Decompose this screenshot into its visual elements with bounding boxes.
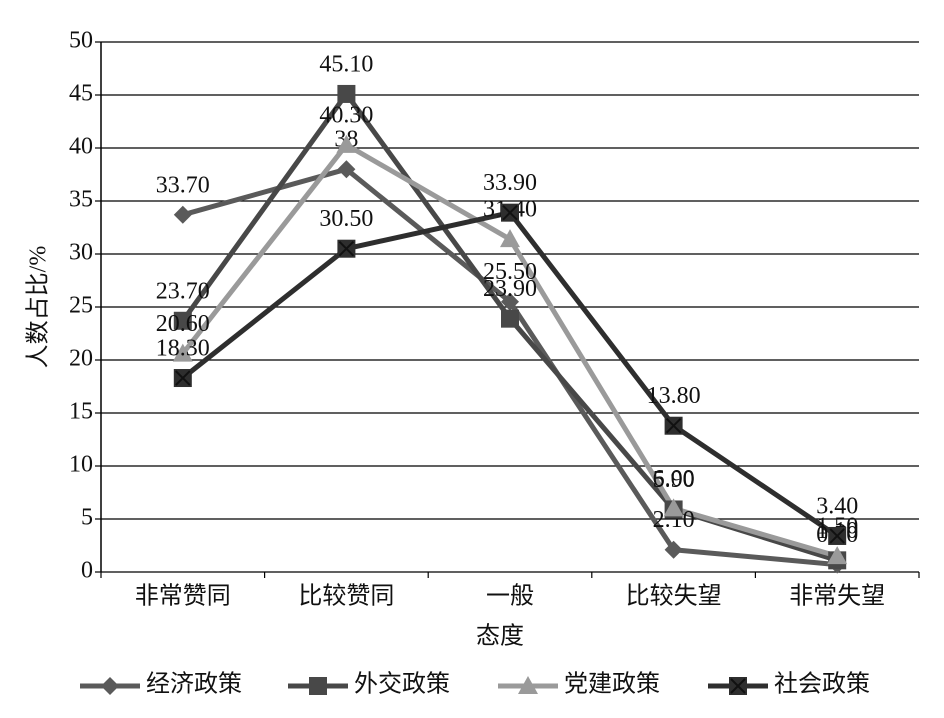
y-tick-label: 5 bbox=[81, 505, 93, 531]
marker bbox=[501, 292, 519, 311]
marker bbox=[664, 540, 683, 559]
marker bbox=[173, 205, 192, 224]
marker bbox=[501, 309, 519, 328]
data-label: 3.40 bbox=[816, 493, 858, 519]
data-label: 20.60 bbox=[156, 311, 210, 337]
data-label: 23.70 bbox=[156, 278, 210, 304]
y-tick-label: 0 bbox=[81, 558, 93, 584]
data-label: 25.50 bbox=[483, 259, 537, 285]
marker-cross bbox=[338, 240, 355, 257]
marker bbox=[172, 343, 193, 362]
marker bbox=[336, 134, 357, 153]
x-tick-label: 非常赞同 bbox=[135, 583, 231, 610]
data-label: 5.90 bbox=[653, 467, 695, 493]
x-tick-label: 比较失望 bbox=[626, 583, 722, 610]
marker-shape bbox=[337, 160, 356, 179]
marker-cross bbox=[175, 370, 191, 386]
data-label: 18.30 bbox=[156, 336, 210, 362]
marker bbox=[337, 160, 356, 179]
y-tick-label: 40 bbox=[69, 134, 93, 160]
marker bbox=[337, 84, 356, 103]
marker bbox=[501, 203, 519, 222]
y-tick-label: 15 bbox=[69, 399, 93, 425]
marker bbox=[664, 416, 683, 435]
y-tick-label: 20 bbox=[69, 346, 93, 372]
marker-shape bbox=[101, 677, 119, 695]
x-axis-title: 态度 bbox=[476, 623, 524, 650]
y-tick-label: 45 bbox=[69, 81, 93, 107]
marker-shape bbox=[501, 292, 519, 311]
marker bbox=[337, 239, 356, 258]
marker-cross bbox=[730, 678, 746, 694]
y-tick-label: 30 bbox=[69, 240, 93, 266]
x-tick-label: 一般 bbox=[486, 583, 534, 610]
marker bbox=[518, 676, 538, 694]
marker-shape bbox=[172, 343, 193, 362]
marker-shape bbox=[173, 311, 192, 330]
y-tick-label: 35 bbox=[69, 187, 93, 213]
marker-shape bbox=[827, 546, 848, 565]
marker bbox=[309, 677, 327, 695]
data-label: 45.10 bbox=[319, 51, 373, 77]
data-label: 13.80 bbox=[647, 383, 701, 409]
y-axis-title: 人数占比/% bbox=[25, 246, 52, 369]
data-label: 6.00 bbox=[653, 466, 695, 492]
data-label: 33.90 bbox=[483, 170, 537, 196]
data-label: 40.30 bbox=[319, 102, 373, 128]
marker bbox=[729, 677, 747, 695]
marker-shape bbox=[173, 205, 192, 224]
marker bbox=[101, 677, 119, 695]
marker-shape bbox=[309, 677, 327, 695]
marker-shape bbox=[663, 498, 684, 517]
marker bbox=[663, 498, 684, 517]
marker-shape bbox=[501, 309, 519, 328]
marker-shape bbox=[500, 229, 520, 248]
marker-shape bbox=[518, 676, 538, 694]
marker bbox=[173, 311, 192, 330]
marker-shape bbox=[336, 134, 357, 153]
y-tick-label: 10 bbox=[69, 452, 93, 478]
x-tick-label: 比较赞同 bbox=[298, 583, 394, 610]
marker-cross bbox=[829, 528, 845, 544]
marker bbox=[828, 526, 847, 545]
marker-shape bbox=[664, 540, 683, 559]
y-tick-label: 50 bbox=[69, 28, 93, 54]
data-label: 33.70 bbox=[156, 172, 210, 198]
x-tick-label: 非常失望 bbox=[789, 583, 885, 610]
legend-label: 党建政策 bbox=[564, 671, 660, 698]
marker-cross bbox=[665, 418, 682, 434]
y-tick-label: 25 bbox=[69, 293, 93, 319]
legend-label: 经济政策 bbox=[146, 671, 242, 698]
data-label: 23.90 bbox=[483, 276, 537, 302]
marker bbox=[827, 546, 848, 565]
marker bbox=[500, 229, 520, 248]
marker-cross bbox=[502, 204, 518, 221]
data-label: 30.50 bbox=[319, 206, 373, 232]
legend-label: 社会政策 bbox=[774, 671, 870, 698]
marker bbox=[173, 369, 192, 388]
legend-label: 外交政策 bbox=[354, 671, 450, 698]
marker-shape bbox=[337, 84, 356, 103]
